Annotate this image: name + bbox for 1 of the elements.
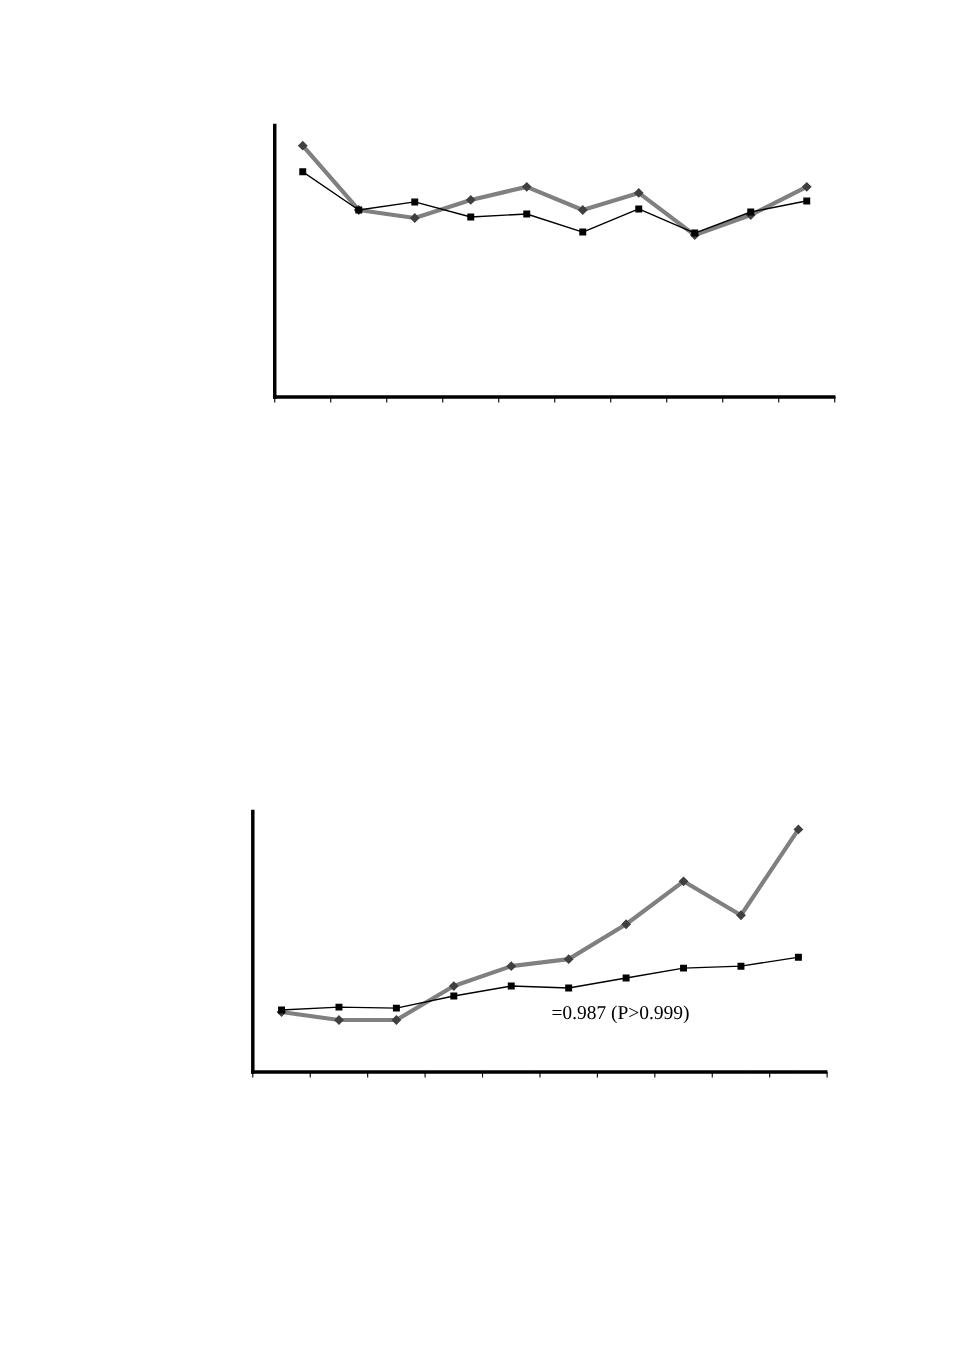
annotation: =0.987 (P>0.999) xyxy=(552,1005,689,1024)
